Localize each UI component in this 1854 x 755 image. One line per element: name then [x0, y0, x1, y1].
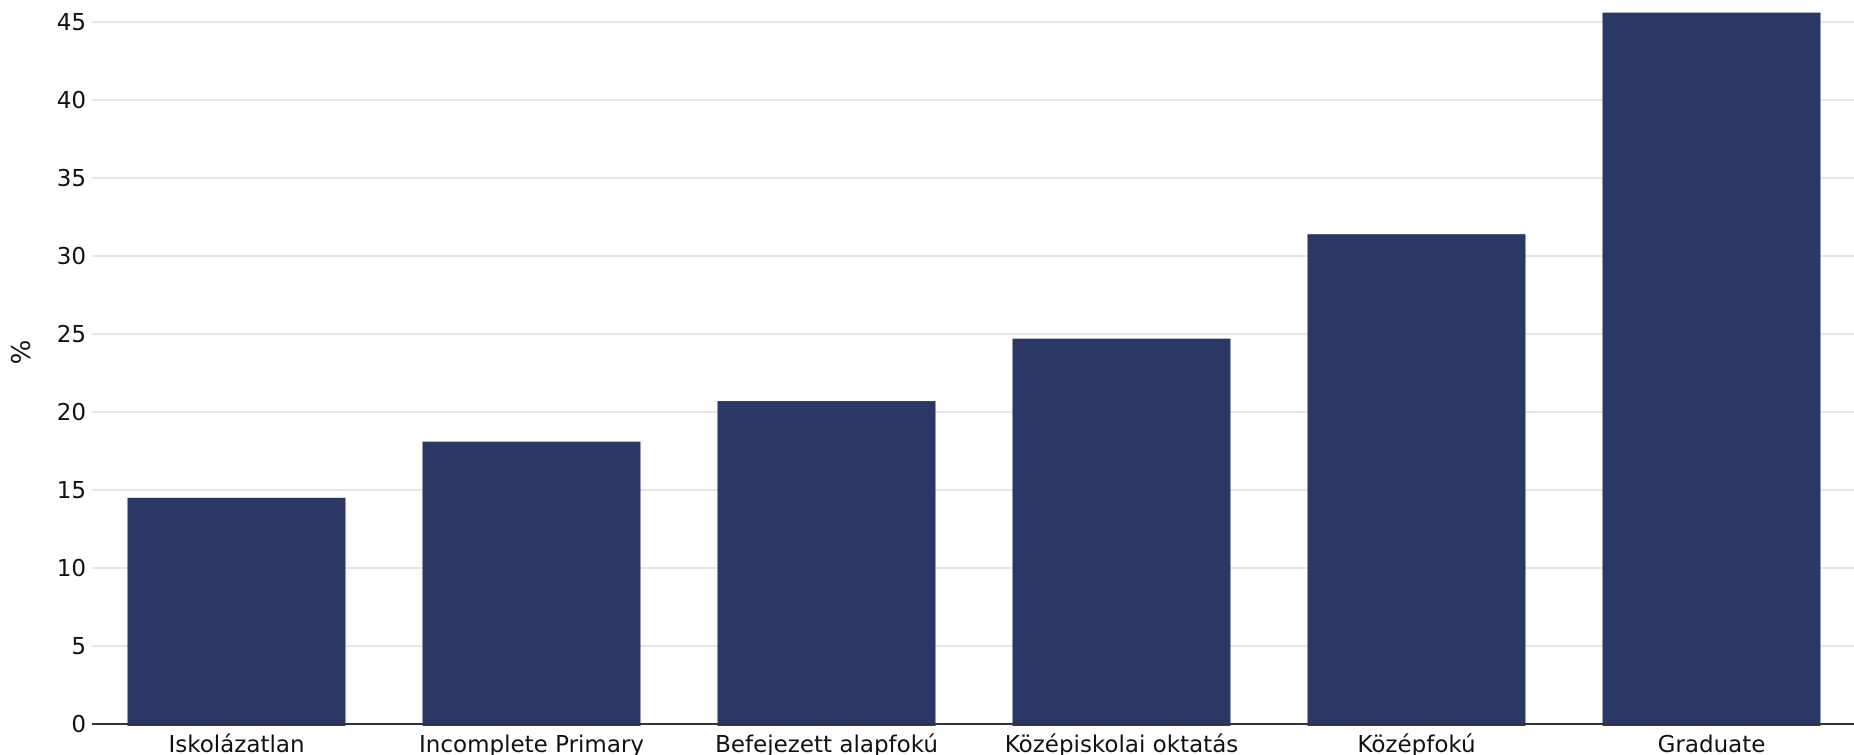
y-axis-ticks: 0 5 10 15 20 25 30 35 40 45 [57, 10, 86, 738]
bars [127, 12, 1821, 726]
y-tick-label: 0 [71, 712, 86, 738]
x-tick-label: Iskolázatlan [168, 732, 304, 755]
x-axis-ticks: Iskolázatlan Incomplete Primary Befejezett… [168, 732, 1765, 755]
y-tick-label: 40 [57, 88, 86, 114]
y-tick-label: 5 [71, 634, 86, 660]
bar-6 [1602, 12, 1821, 726]
y-tick-label: 25 [57, 322, 86, 348]
bar-1 [127, 497, 346, 726]
y-tick-label: 15 [57, 478, 86, 504]
y-axis-title: % [7, 340, 37, 365]
gridlines [92, 21, 1854, 647]
bar-5 [1307, 234, 1526, 726]
x-tick-label: Középiskolai oktatás [1005, 732, 1239, 755]
bar-2 [422, 441, 641, 726]
bar-4 [1012, 338, 1231, 726]
y-tick-label: 30 [57, 244, 86, 270]
y-tick-label: 35 [57, 166, 86, 192]
y-tick-label: 20 [57, 400, 86, 426]
y-tick-label: 45 [57, 10, 86, 36]
y-tick-label: 10 [57, 556, 86, 582]
x-tick-label: Befejezett alapfokú [715, 732, 938, 755]
x-tick-label: Incomplete Primary [419, 732, 644, 755]
bar-3 [717, 401, 936, 726]
x-tick-label: Középfokú [1357, 732, 1475, 755]
x-tick-label: Graduate [1658, 732, 1766, 755]
